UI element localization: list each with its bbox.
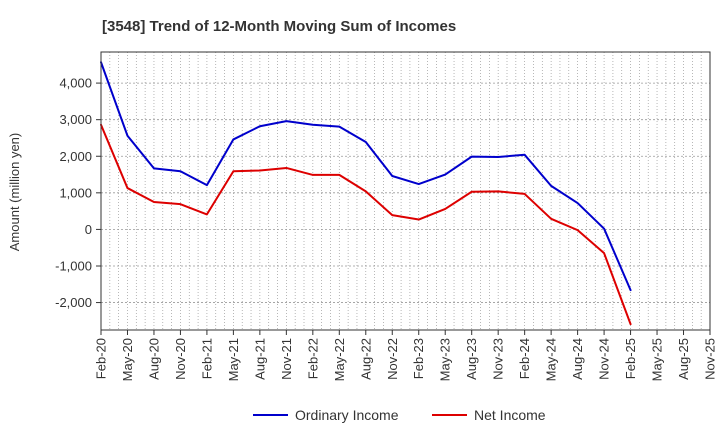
x-tick-label: Aug-25	[676, 338, 691, 380]
x-tick-label: May-21	[226, 338, 241, 381]
plot-area-border	[100, 51, 711, 331]
x-tick-label: Feb-22	[305, 338, 320, 379]
series-lines	[100, 61, 632, 326]
y-tick-label: 0	[85, 222, 92, 237]
legend-label-ordinary-income: Ordinary Income	[295, 407, 399, 423]
x-tick-label: Nov-24	[597, 338, 612, 380]
x-tick-label: Aug-24	[570, 338, 585, 380]
x-tick-label: May-20	[120, 338, 135, 381]
x-tick-label: Aug-22	[358, 338, 373, 380]
y-tick-label: 2,000	[59, 149, 92, 164]
x-tick-label: Nov-25	[703, 338, 718, 380]
x-tick-label: May-24	[544, 338, 559, 381]
legend-label-net-income: Net Income	[474, 407, 546, 423]
x-tick-label: Aug-21	[252, 338, 267, 380]
x-tick-label: Nov-23	[491, 338, 506, 380]
x-tick-label: May-25	[650, 338, 665, 381]
y-tick-label: 3,000	[59, 112, 92, 127]
y-tick-label: -1,000	[55, 258, 92, 273]
x-tick-label: Feb-23	[411, 338, 426, 379]
axes: 4,000 3,000 2,000 1,000 0 -1,000 -2,000 Feb-20 M…	[55, 51, 718, 381]
x-tick-label: Feb-24	[517, 338, 532, 379]
ordinary-income-line	[100, 61, 632, 292]
net-income-line	[100, 123, 632, 326]
x-tick-label: Aug-23	[464, 338, 479, 380]
x-tick-label: Feb-25	[623, 338, 638, 379]
x-tick-label: Aug-20	[146, 338, 161, 380]
grid-lines	[100, 52, 711, 330]
x-tick-label: May-23	[438, 338, 453, 381]
y-tick-label: -2,000	[55, 295, 92, 310]
x-tick-label: Nov-21	[279, 338, 294, 380]
x-tick-label: Feb-20	[94, 338, 109, 379]
x-tick-label: Nov-22	[385, 338, 400, 380]
x-tick-label: May-22	[332, 338, 347, 381]
y-axis-label: Amount (million yen)	[7, 133, 22, 252]
x-tick-label: Nov-20	[173, 338, 188, 380]
y-tick-label: 1,000	[59, 185, 92, 200]
y-tick-label: 4,000	[59, 76, 92, 91]
chart-title: [3548] Trend of 12-Month Moving Sum of I…	[102, 18, 456, 35]
legend: Ordinary Income Net Income	[253, 407, 546, 423]
x-tick-label: Feb-21	[199, 338, 214, 379]
